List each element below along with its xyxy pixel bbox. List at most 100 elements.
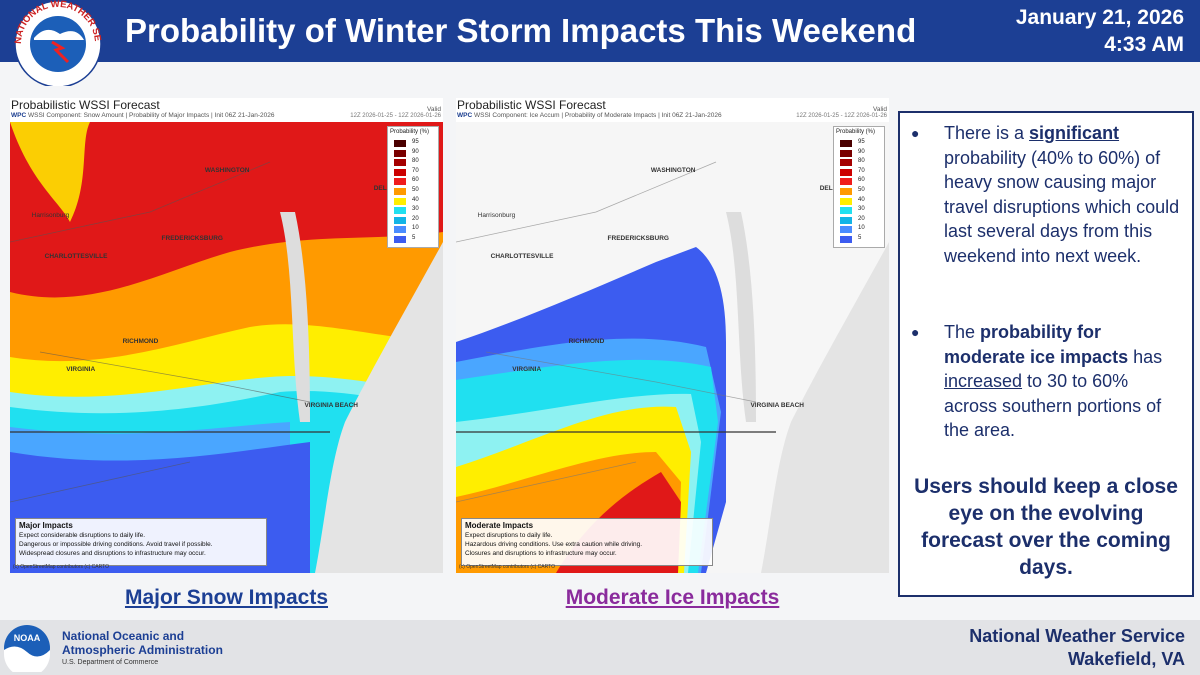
legend-label: 80 [412, 158, 419, 165]
map-subtitle: WPC WSSI Component: Ice Accum | Probabil… [457, 112, 722, 119]
valid-range: 12Z 2026-01-25 - 12Z 2026-01-26 [350, 113, 441, 119]
legend-title: Probability (%) [836, 129, 876, 135]
impact-line: Hazardous driving conditions. Use extra … [465, 541, 643, 548]
callout: Users should keep a close eye on the evo… [914, 475, 1178, 579]
summary-box: There is a significant probability (40% … [898, 111, 1194, 597]
map-link[interactable]: Major Snow Impacts [124, 586, 329, 609]
org-name: National Oceanic and [62, 629, 185, 643]
impact-title: Moderate Impacts [465, 521, 534, 530]
office: National Weather Service [969, 626, 1185, 646]
time: 4:33 AM [1104, 33, 1184, 56]
legend-swatch [394, 168, 406, 176]
legend-swatch [840, 207, 852, 215]
place-label: RICHMOND [568, 338, 605, 346]
text: to 30 to 60% across southern portions of… [944, 371, 1162, 440]
legend-swatch [394, 140, 406, 147]
legend-swatch [394, 216, 406, 224]
legend-swatch [840, 178, 852, 186]
org-dept: U.S. Department of Commerce [62, 659, 159, 666]
map-title: Probabilistic WSSI Forecast [11, 98, 160, 112]
legend-swatch [840, 159, 852, 167]
place-label: VIRGINIA [66, 365, 96, 373]
place-label: Harrisonburg [31, 212, 70, 220]
legend-label: 60 [412, 177, 419, 184]
legend-title: Probability (%) [390, 129, 430, 135]
legend-label: 70 [858, 167, 865, 174]
impact-line: Dangerous or impossible driving conditio… [19, 541, 213, 548]
legend-swatch [394, 178, 406, 186]
legend-label: 10 [858, 225, 865, 232]
legend-label: 90 [858, 148, 865, 155]
legend-swatch [394, 159, 406, 167]
date: January 21, 2026 [1015, 6, 1184, 29]
place-label: WASHINGTON [204, 167, 250, 175]
text: probability (40% to 60%) of heavy snow c… [944, 147, 1180, 266]
legend-label: 20 [858, 215, 865, 222]
legend-swatch [840, 197, 852, 205]
place-label: CHARLOTTESVILLE [44, 252, 108, 260]
text: There is a [944, 123, 1030, 143]
legend-swatch [394, 149, 406, 157]
place-label: FREDERICKSBURG [607, 234, 669, 242]
legend-swatch [840, 216, 852, 224]
org-name: Atmospheric Administration [62, 643, 223, 657]
impact-line: Expect disruptions to daily life. [465, 532, 553, 539]
place-label: WASHINGTON [650, 167, 696, 175]
legend-swatch [394, 226, 406, 234]
text: has [1128, 346, 1163, 367]
legend-label: 50 [858, 187, 865, 193]
legend-label: 30 [412, 206, 419, 213]
impact-box: Moderate Impacts Expect disruptions to da… [461, 518, 713, 566]
legend-label: 10 [412, 225, 419, 232]
legend-label: 20 [412, 215, 419, 222]
place-label: VIRGINIA [512, 365, 542, 373]
source: WPC [457, 112, 473, 119]
snow-map: Probabilistic WSSI Forecast WPC WSSI Comp… [10, 98, 443, 573]
legend-label: 70 [412, 167, 419, 174]
legend-label: 90 [412, 148, 419, 155]
place-label: VIRGINIA BEACH [304, 401, 359, 409]
impact-title: Major Impacts [19, 521, 73, 530]
impact-box: Major Impacts Expect considerable disrupt… [15, 518, 267, 566]
map-title: Probabilistic WSSI Forecast [457, 98, 606, 112]
valid-label: Valid [873, 106, 887, 113]
impact-line: Widespread closures and disruptions to i… [19, 550, 206, 557]
legend-swatch [394, 197, 406, 205]
valid-label: Valid [427, 106, 441, 113]
place-label: RICHMOND [122, 338, 159, 346]
impact-line: Closures and disruptions to infrastructu… [465, 550, 617, 557]
legend-swatch [394, 236, 406, 243]
legend-label: 95 [858, 139, 865, 145]
legend-label: 40 [858, 196, 865, 203]
legend-swatch [840, 149, 852, 157]
bullet: There is a significant probability (40% … [911, 121, 1180, 268]
legend: Probability (%) 95 90 80 70 60 50 40 30 20 10 5 [833, 126, 885, 248]
subtitle-text: WSSI Component: Snow Amount | Probabilit… [27, 112, 275, 119]
ice-map: Probabilistic WSSI Forecast WPC WSSI Comp… [456, 98, 889, 573]
legend-label: 5 [412, 235, 416, 241]
legend-swatch [840, 226, 852, 234]
legend-label: 5 [858, 235, 862, 241]
legend-swatch [840, 188, 852, 195]
emphasis: significant [1029, 123, 1120, 143]
legend-label: 60 [858, 177, 865, 184]
office: Wakefield, VA [1067, 649, 1185, 669]
subtitle-text: WSSI Component: Ice Accum | Probability … [473, 112, 722, 119]
valid-range: 12Z 2026-01-25 - 12Z 2026-01-26 [796, 113, 887, 119]
title: Probability of Winter Storm Impacts This… [125, 12, 917, 49]
text: The [944, 322, 981, 342]
header-bar: NATIONAL WEATHER SERVICE Probability of … [0, 0, 1200, 86]
map-link[interactable]: Moderate Ice Impacts [565, 586, 780, 609]
nws-logo: NATIONAL WEATHER SERVICE [8, 0, 103, 86]
legend-swatch [840, 140, 852, 147]
legend: Probability (%) 95 90 80 70 60 50 40 30 20 10 5 [387, 126, 439, 248]
map-subtitle: WPC WSSI Component: Snow Amount | Probab… [11, 112, 275, 119]
place-label: VIRGINIA BEACH [750, 401, 805, 409]
attribution: (c) OpenStreetMap contributors (c) CARTO [459, 564, 555, 570]
legend-label: 30 [858, 206, 865, 213]
logo-text: NOAA [14, 633, 41, 643]
place-label: FREDERICKSBURG [161, 234, 223, 242]
emphasis: increased [944, 371, 1023, 391]
emphasis: probability for moderate ice impacts [944, 322, 1129, 367]
